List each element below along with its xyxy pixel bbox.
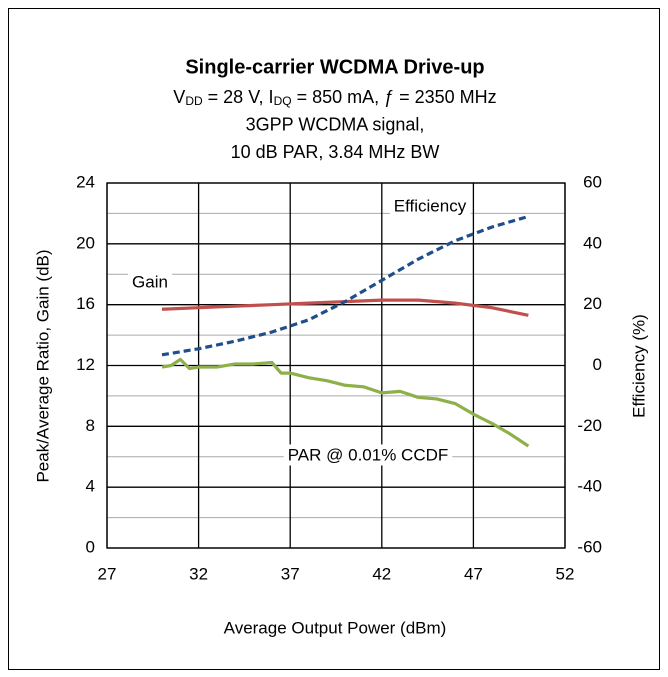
y2-tick-label: -60 — [577, 537, 602, 556]
series-line — [161, 214, 529, 357]
y-tick-label: 24 — [76, 172, 95, 191]
series-line — [161, 357, 530, 448]
chart-subtitle: VDD = 28 V, IDQ = 850 mA, ƒ = 2350 MHz — [173, 87, 496, 108]
x-tick-label: 42 — [372, 564, 391, 583]
y2-tick-label: 60 — [583, 172, 602, 191]
y-axis-label: Peak/Average Ratio, Gain (dB) — [33, 249, 52, 482]
subscript: DQ — [274, 94, 292, 108]
y2-tick-label: 0 — [593, 355, 602, 374]
y-tick-label: 8 — [86, 416, 95, 435]
x-tick-label: 27 — [98, 564, 117, 583]
subtitle-text: 3GPP WCDMA signal, — [246, 114, 425, 134]
y2-tick-label: 40 — [583, 233, 602, 252]
y-tick-label: 4 — [86, 477, 95, 496]
subscript: DD — [185, 94, 203, 108]
subtitle-text: 10 dB PAR, 3.84 MHz BW — [231, 142, 440, 162]
label-background — [283, 444, 453, 466]
y2-tick-label: 20 — [583, 294, 602, 313]
plot-border — [106, 182, 566, 549]
y2-tick-label: -40 — [577, 477, 602, 496]
x-axis-label: Average Output Power (dBm) — [224, 618, 447, 637]
y2-axis-label: Efficiency (%) — [629, 314, 648, 418]
x-tick-label: 52 — [556, 564, 575, 583]
x-tick-label: 47 — [464, 564, 483, 583]
series-label: Efficiency — [394, 196, 467, 215]
label-background — [389, 195, 471, 217]
series-label: Gain — [132, 272, 168, 291]
x-tick-label: 37 — [281, 564, 300, 583]
y2-tick-label: -20 — [577, 416, 602, 435]
subtitle-text: = 850 mA, ƒ = 2350 MHz — [292, 87, 497, 107]
y-tick-label: 12 — [76, 355, 95, 374]
chart-subtitle: 3GPP WCDMA signal, — [246, 114, 425, 134]
subtitle-text: V — [173, 87, 185, 107]
x-tick-label: 32 — [189, 564, 208, 583]
chart-subtitle: 10 dB PAR, 3.84 MHz BW — [231, 142, 440, 162]
y-tick-label: 20 — [76, 233, 95, 252]
chart-title: Single-carrier WCDMA Drive-up — [185, 56, 484, 78]
label-background — [128, 271, 172, 293]
series-label: PAR @ 0.01% CCDF — [288, 445, 449, 464]
subtitle-text: = 28 V, I — [203, 87, 274, 107]
frame — [8, 8, 660, 670]
y-tick-label: 16 — [76, 294, 95, 313]
y-tick-label: 0 — [86, 537, 95, 556]
